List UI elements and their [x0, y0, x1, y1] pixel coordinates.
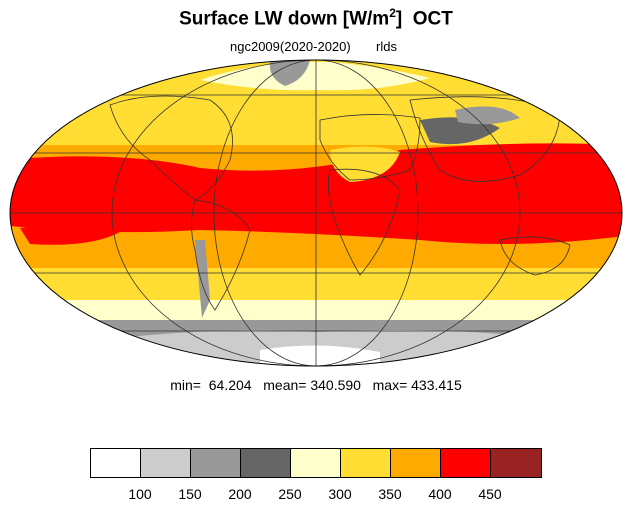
europe-outline — [319, 114, 421, 181]
title-superscript: 2 — [389, 6, 396, 20]
colorbar-swatch — [341, 449, 391, 477]
colorbar-swatch — [441, 449, 491, 477]
title-close: ] — [395, 8, 403, 30]
andes-cold — [195, 240, 210, 318]
globe-outline — [9, 59, 623, 367]
colorbar-tick-label: 400 — [428, 486, 452, 502]
siberia-cold — [455, 106, 520, 125]
arctic-region — [200, 61, 430, 91]
africa-outline — [327, 168, 401, 276]
south-america-outline — [191, 199, 251, 311]
greenland-cold — [269, 60, 310, 86]
north-america-outline — [109, 95, 233, 201]
colorbar-tick-label: 250 — [278, 486, 302, 502]
colorbar-swatch — [141, 449, 191, 477]
colorbar-tick-label: 150 — [178, 486, 202, 502]
colorbar-tick-label: 350 — [378, 486, 402, 502]
title-month: OCT — [412, 8, 453, 30]
plot-title: Surface LW down [W/m2] OCT — [0, 6, 632, 30]
subtitle-variable: rlds — [376, 39, 397, 54]
graticule — [10, 59, 622, 367]
antarctic-plateau — [260, 345, 380, 366]
colorbar-tick-label: 450 — [478, 486, 502, 502]
title-main: Surface LW down [W/m — [179, 8, 390, 30]
colorbar-swatch — [91, 449, 141, 477]
australia-outline — [499, 236, 571, 276]
colorbar-swatch — [391, 449, 441, 477]
colorbar-tick-label: 100 — [128, 486, 152, 502]
colorbar-swatch — [241, 449, 291, 477]
subtitle-case: ngc2009(2020-2020) — [230, 39, 351, 54]
colorbar-tick-label: 300 — [328, 486, 352, 502]
colorbar-swatch — [191, 449, 241, 477]
colorbar-tick-label: 200 — [228, 486, 252, 502]
colorbar-swatch — [491, 449, 541, 477]
statistics-line: min= 64.204 mean= 340.590 max= 433.415 — [170, 377, 462, 393]
asia-outline — [409, 96, 561, 182]
south-pacific-warm — [20, 225, 120, 245]
colorbar — [90, 448, 542, 478]
sahara-region — [330, 146, 400, 182]
colorbar-swatch — [291, 449, 341, 477]
